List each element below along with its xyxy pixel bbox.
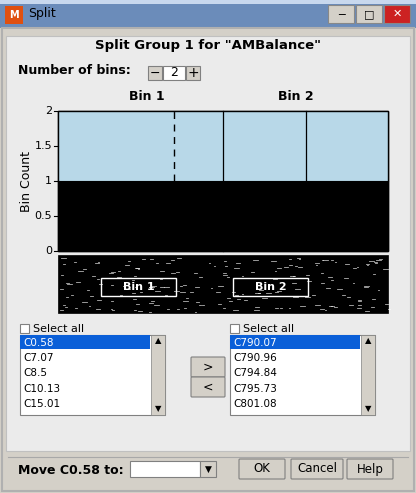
- Text: 2: 2: [170, 67, 178, 79]
- Text: OK: OK: [254, 462, 270, 476]
- FancyBboxPatch shape: [58, 111, 388, 251]
- Text: 0.5: 0.5: [35, 211, 52, 221]
- FancyBboxPatch shape: [384, 5, 410, 23]
- Text: Bin 1: Bin 1: [129, 90, 165, 103]
- Text: 1.5: 1.5: [35, 141, 52, 151]
- Text: C0.58: C0.58: [23, 338, 54, 348]
- Text: Select all: Select all: [33, 323, 84, 333]
- FancyBboxPatch shape: [58, 255, 388, 313]
- FancyBboxPatch shape: [6, 36, 410, 451]
- FancyBboxPatch shape: [163, 66, 185, 80]
- FancyBboxPatch shape: [191, 357, 225, 377]
- FancyBboxPatch shape: [58, 181, 388, 251]
- Text: Move C0.58 to:: Move C0.58 to:: [18, 463, 124, 477]
- Text: −: −: [150, 67, 160, 79]
- Text: ▼: ▼: [365, 404, 371, 414]
- FancyBboxPatch shape: [130, 461, 200, 477]
- Text: Number of bins:: Number of bins:: [18, 64, 131, 76]
- Text: ✕: ✕: [392, 9, 402, 19]
- Text: C801.08: C801.08: [233, 399, 277, 409]
- FancyBboxPatch shape: [356, 5, 382, 23]
- Text: Split: Split: [28, 7, 56, 21]
- Text: C8.5: C8.5: [23, 368, 47, 379]
- Text: ─: ─: [338, 9, 344, 19]
- FancyBboxPatch shape: [101, 278, 176, 296]
- Text: M: M: [9, 10, 19, 20]
- FancyBboxPatch shape: [0, 0, 416, 28]
- Text: 0: 0: [45, 246, 52, 256]
- FancyBboxPatch shape: [5, 6, 23, 24]
- Text: 2: 2: [45, 106, 52, 116]
- Text: C10.13: C10.13: [23, 384, 60, 394]
- Text: <: <: [203, 381, 213, 393]
- FancyBboxPatch shape: [0, 0, 416, 4]
- Text: Bin 2: Bin 2: [278, 90, 313, 103]
- FancyBboxPatch shape: [148, 66, 162, 80]
- Text: C795.73: C795.73: [233, 384, 277, 394]
- FancyBboxPatch shape: [230, 335, 360, 350]
- FancyBboxPatch shape: [328, 5, 354, 23]
- FancyBboxPatch shape: [20, 335, 150, 350]
- Text: C15.01: C15.01: [23, 399, 60, 409]
- FancyBboxPatch shape: [186, 66, 200, 80]
- FancyBboxPatch shape: [200, 461, 216, 477]
- FancyBboxPatch shape: [58, 111, 388, 181]
- Text: Split Group 1 for "AMBalance": Split Group 1 for "AMBalance": [95, 39, 321, 52]
- FancyBboxPatch shape: [230, 335, 375, 415]
- Text: ▲: ▲: [155, 337, 161, 346]
- Text: □: □: [364, 9, 374, 19]
- FancyBboxPatch shape: [239, 459, 285, 479]
- Text: >: >: [203, 360, 213, 374]
- Text: Bin 1: Bin 1: [123, 282, 154, 291]
- Text: C7.07: C7.07: [23, 353, 54, 363]
- Text: ▼: ▼: [205, 464, 211, 473]
- Text: 1: 1: [45, 176, 52, 186]
- Text: Help: Help: [357, 462, 384, 476]
- FancyBboxPatch shape: [291, 459, 343, 479]
- FancyBboxPatch shape: [233, 278, 308, 296]
- FancyBboxPatch shape: [347, 459, 393, 479]
- FancyBboxPatch shape: [20, 335, 165, 415]
- Text: C790.07: C790.07: [233, 338, 277, 348]
- Text: +: +: [187, 66, 199, 80]
- Text: C794.84: C794.84: [233, 368, 277, 379]
- Text: Bin Count: Bin Count: [20, 150, 32, 211]
- FancyBboxPatch shape: [191, 377, 225, 397]
- FancyBboxPatch shape: [230, 324, 239, 333]
- Text: Bin 2: Bin 2: [255, 282, 286, 291]
- FancyBboxPatch shape: [2, 28, 414, 491]
- FancyBboxPatch shape: [20, 324, 29, 333]
- Text: ▲: ▲: [365, 337, 371, 346]
- FancyBboxPatch shape: [151, 335, 165, 415]
- FancyBboxPatch shape: [361, 335, 375, 415]
- Text: Cancel: Cancel: [297, 462, 337, 476]
- Text: Select all: Select all: [243, 323, 294, 333]
- Text: ▼: ▼: [155, 404, 161, 414]
- Text: C790.96: C790.96: [233, 353, 277, 363]
